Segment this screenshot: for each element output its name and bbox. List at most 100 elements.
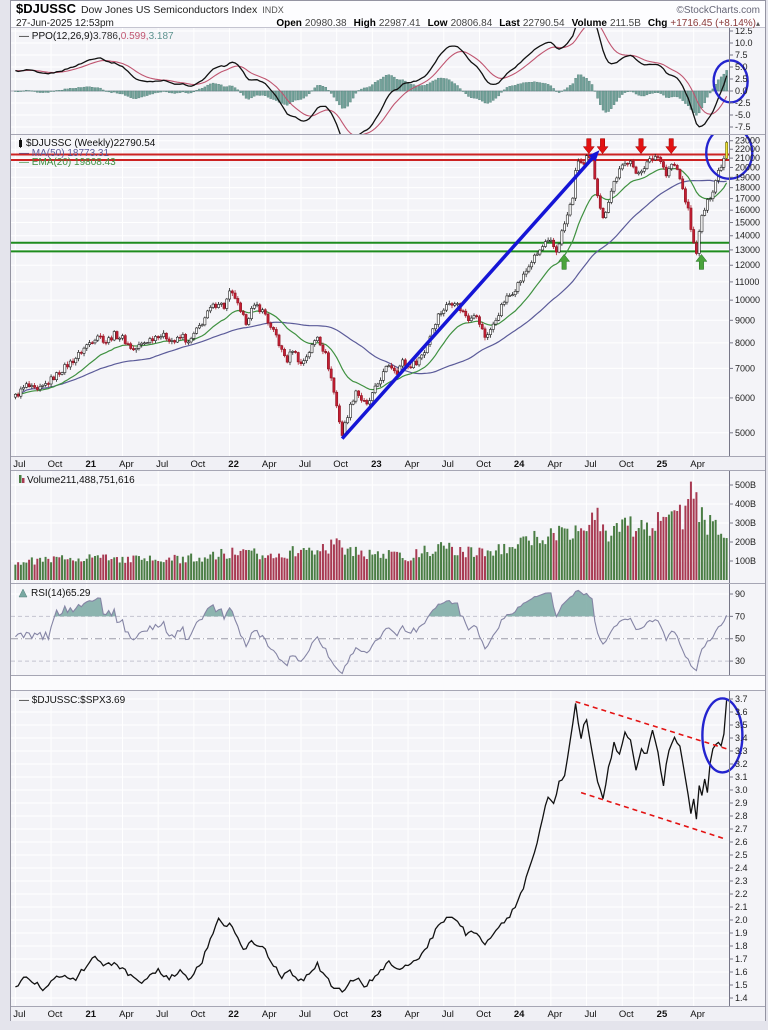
down-arrow [596, 138, 609, 155]
x-axis-tick-label: Jul [13, 1009, 25, 1020]
open-label: Open [276, 18, 302, 29]
ppo-hist-value: 3.187 [149, 31, 174, 42]
x-axis-labels-bottom: Jul Oct 21 Apr Jul Oct 22 Apr Jul Oct 23 Apr Jul Oct 2… [11, 1007, 765, 1021]
y-axis-tick-label: 12000 [735, 260, 760, 270]
y-axis-tick-label: 5000 [735, 428, 755, 438]
x-axis-top: Jul Oct 21 Apr Jul Oct 22 Apr Jul Oct 23 Apr Jul Oct 2… [11, 457, 765, 471]
low-label: Low [427, 18, 448, 29]
x-axis-tick-label: Apr [262, 1009, 277, 1020]
y-axis-tick-label: 3.3 [735, 746, 748, 756]
y-axis-tick-label: 18000 [735, 183, 760, 193]
x-axis-tick-label: Apr [690, 1009, 705, 1020]
ppo-main-line [15, 28, 728, 134]
y-axis-tick-label: 19000 [735, 172, 760, 182]
rsi-overbought-fill [54, 597, 116, 617]
x-axis-tick-label: 22 [228, 459, 239, 470]
y-axis-tick-label: 3.4 [735, 733, 748, 743]
y-axis-tick-label: 7.5 [735, 50, 748, 60]
y-axis-tick-label: 2.3 [735, 876, 748, 886]
x-axis-tick-label: Apr [405, 459, 420, 470]
y-axis-tick-label: 2.5 [735, 74, 748, 84]
price-panel: $DJUSSC (Weekly)22790.54— MA(50) 18773.3… [11, 135, 765, 457]
svg-text:— EMA(20) 19808.43: — EMA(20) 19808.43 [19, 157, 116, 168]
x-axis-tick-label: Apr [547, 1009, 562, 1020]
rsi-legend-label: RSI(14) [31, 588, 65, 599]
y-axis-tick-label: 1.6 [735, 967, 748, 977]
ratio-breakout-circle [701, 697, 744, 774]
down-arrow [634, 138, 648, 155]
chart-datetime: 27-Jun-2025 12:53pm [16, 18, 114, 29]
down-arrow [582, 138, 595, 155]
x-axis-tick-label: Jul [584, 1009, 596, 1020]
rsi-overbought-fill [225, 607, 234, 617]
x-axis-tick-label: 24 [514, 459, 525, 470]
x-axis-tick-label: Jul [156, 1009, 168, 1020]
y-axis-tick-label: 2.0 [735, 915, 748, 925]
y-axis-tick-label: 8000 [735, 338, 755, 348]
ppo-breakout-circle [712, 59, 749, 104]
y-axis-tick-label: 200B [735, 537, 756, 547]
y-axis-tick-label: 14000 [735, 231, 760, 241]
y-axis-tick-label: 16000 [735, 205, 760, 215]
volume-panel: Volume211,488,751,616 500B 400B 300B 200B 100… [11, 471, 765, 584]
y-axis-tick-label: 3.2 [735, 759, 748, 769]
y-axis-tick-label: 2.1 [735, 902, 748, 912]
y-axis-tick-label: 22000 [735, 144, 760, 154]
y-axis-tick-label: 1.7 [735, 954, 748, 964]
y-axis-tick-label: 3.0 [735, 785, 748, 795]
x-axis-tick-label: Jul [584, 459, 596, 470]
y-axis-tick-label: 21000 [735, 153, 760, 163]
rsi-legend-value: 65.29 [65, 588, 90, 599]
x-axis-tick-label: Jul [156, 459, 168, 470]
symbol-name: Dow Jones US Semiconductors Index [80, 4, 258, 16]
x-axis-tick-label: Oct [190, 459, 205, 470]
ppo-panel: — PPO(12,26,9)3.786,0.599,3.187 12.5 10.0 7… [11, 28, 765, 135]
ema20-swatch: — [19, 157, 32, 168]
x-axis-tick-label: Oct [190, 1009, 205, 1020]
volume-legend-label: Volume [27, 475, 61, 486]
y-axis-tick-label: 100B [735, 556, 756, 566]
svg-text:— PPO(12,26,9)3.786,0.599,3.18: — PPO(12,26,9)3.786,0.599,3.187 [19, 31, 174, 42]
y-axis-tick-label: 9000 [735, 315, 755, 325]
ppo-value: 3.786, [93, 31, 121, 42]
x-axis-tick-label: 22 [228, 1009, 239, 1020]
rsi-overbought-fill [428, 600, 463, 617]
x-axis-tick-label: Jul [442, 459, 454, 470]
x-axis-tick-label: 23 [371, 1009, 382, 1020]
exchange-tag: INDX [262, 5, 284, 15]
channel-line [580, 791, 727, 841]
x-axis-tick-label: Apr [119, 459, 134, 470]
y-axis-tick-label: 17000 [735, 194, 760, 204]
y-axis-tick-label: 90 [735, 589, 745, 599]
x-axis-tick-label: Oct [619, 459, 634, 470]
y-axis-tick-label: 12.5 [735, 28, 753, 36]
ppo-series [14, 28, 728, 134]
y-axis-tick-label: 10000 [735, 295, 760, 305]
last-value: 22790.54 [522, 18, 565, 29]
x-axis-tick-label: Apr [690, 459, 705, 470]
quote-strip: Open 20980.38 High 22987.41 Low 20806.84 Last 2… [269, 17, 760, 30]
y-axis-tick-label: 300B [735, 518, 756, 528]
trendline [340, 154, 597, 440]
y-axis-tick-label: 6000 [735, 393, 755, 403]
rsi-overbought-fill [203, 604, 224, 617]
rsi-line [15, 589, 728, 675]
chart-header: $DJUSSC Dow Jones US Semiconductors Inde… [11, 1, 765, 30]
rsi-overbought-fill [505, 592, 557, 617]
x-axis-bottom: Jul Oct 21 Apr Jul Oct 22 Apr Jul Oct 23 Apr Jul Oct 2… [11, 1007, 765, 1021]
y-axis-tick-label: 500B [735, 480, 756, 490]
high-value: 22987.41 [378, 18, 421, 29]
rsi-series [15, 589, 728, 675]
trendline-arrowhead [588, 150, 600, 162]
volume-bars [14, 481, 728, 580]
ma50-line [15, 179, 727, 396]
y-axis-tick-label: 2.5 [735, 850, 748, 860]
y-axis-tick-label: 3.5 [735, 720, 748, 730]
x-axis-tick-label: Oct [476, 1009, 491, 1020]
volume-chart: Volume211,488,751,616 500B 400B 300B 200B 100… [11, 471, 756, 583]
y-axis-tick-label: 2.4 [735, 863, 748, 873]
y-axis-tick-label: 3.6 [735, 707, 748, 717]
ratio-chart: — $DJUSSC:$SPX3.69 3.7 3.6 3.5 3.4 3.3 3.2 3.1 3… [11, 691, 748, 1006]
x-axis-tick-label: Oct [333, 1009, 348, 1020]
y-axis-tick-label: -7.5 [735, 122, 751, 132]
